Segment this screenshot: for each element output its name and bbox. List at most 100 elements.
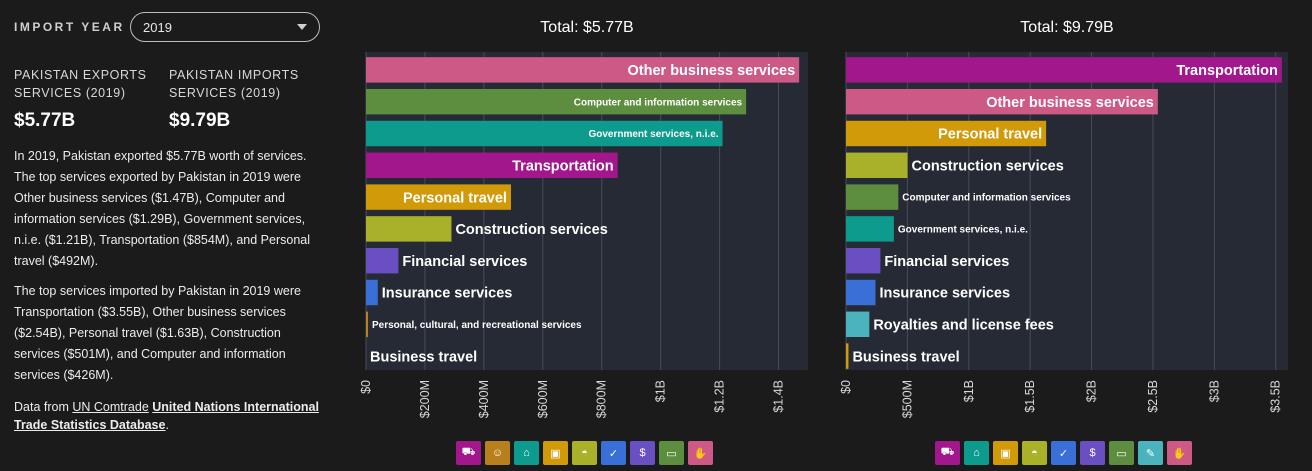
bar-computer-and-information-services[interactable] xyxy=(846,184,899,210)
bar-label: Business travel xyxy=(852,349,959,365)
bar-computer-and-information-services[interactable] xyxy=(366,88,747,115)
exports-legend: ⛟ ☺ ⌂ ▣ ◓ ✓ $ ▭ ✋ xyxy=(456,441,713,465)
government-legend[interactable]: ⌂ xyxy=(964,441,989,465)
bar-label: Financial services xyxy=(884,254,1009,270)
hand-license-icon: ✎ xyxy=(1145,447,1156,460)
hard-hat-icon: ◓ xyxy=(581,447,588,459)
travel-legend[interactable]: ▣ xyxy=(543,441,568,465)
shield-icon: ✓ xyxy=(608,447,619,460)
business-legend[interactable]: ✋ xyxy=(1167,441,1192,465)
bar-insurance-services[interactable] xyxy=(846,279,876,306)
x-tick-label: $400M xyxy=(477,380,491,418)
bar-label: Business travel xyxy=(370,349,477,365)
royalties-legend[interactable]: ✎ xyxy=(1138,441,1163,465)
bar-financial-services[interactable] xyxy=(846,247,881,274)
dollar-coin-icon: $ xyxy=(639,447,646,459)
construction-legend[interactable]: ◓ xyxy=(572,441,597,465)
x-tick-label: $500M xyxy=(900,380,914,418)
x-tick-label: $1B xyxy=(654,380,668,402)
bar-personal-travel[interactable] xyxy=(846,120,1047,147)
bar-label: Computer and information services xyxy=(574,97,743,108)
source-suffix: . xyxy=(165,418,169,432)
personal-cultural-legend[interactable]: ☺ xyxy=(485,441,510,465)
transportation-legend[interactable]: ⛟ xyxy=(935,441,960,465)
theater-masks-icon: ☺ xyxy=(491,447,504,459)
hard-hat-icon: ◓ xyxy=(1031,447,1038,459)
handshake-icon: ✋ xyxy=(1172,447,1187,460)
sidebar: IMPORT YEAR 2019 PAKISTAN EXPORTS SERVIC… xyxy=(14,12,324,434)
bar-transportation[interactable] xyxy=(846,57,1282,83)
bar-royalties-and-license-fees[interactable] xyxy=(846,311,870,338)
bar-label: Other business services xyxy=(986,95,1154,111)
construction-legend[interactable]: ◓ xyxy=(1022,441,1047,465)
imports-chart: Total: $9.79B $0 $500M $1B $1.5B $2B $2.5B $3B $… xyxy=(820,10,1310,430)
year-dropdown-value: 2019 xyxy=(143,19,172,35)
bar-label: Construction services xyxy=(912,159,1064,175)
import-year-label: IMPORT YEAR xyxy=(14,20,125,34)
bar-label: Financial services xyxy=(402,254,527,270)
bar-financial-services[interactable] xyxy=(366,247,399,274)
x-tick-label: $3.5B xyxy=(1269,380,1283,413)
truck-icon: ⛟ xyxy=(461,446,476,458)
insurance-legend[interactable]: ✓ xyxy=(601,441,626,465)
chart-title: Total: $5.77B xyxy=(540,19,633,36)
financial-legend[interactable]: $ xyxy=(630,441,655,465)
bar-label: Construction services xyxy=(455,222,607,238)
un-comtrade-link[interactable]: UN Comtrade xyxy=(72,400,149,414)
year-dropdown[interactable]: 2019 xyxy=(130,12,320,42)
bar-label: Personal, cultural, and recreational ser… xyxy=(372,320,582,331)
bar-government-services-n-i-e[interactable] xyxy=(366,120,723,147)
bar-label: Personal travel xyxy=(403,190,507,206)
business-legend[interactable]: ✋ xyxy=(688,441,713,465)
bar-personal-travel[interactable] xyxy=(366,184,511,210)
computer-legend[interactable]: ▭ xyxy=(1109,441,1134,465)
handshake-icon: ✋ xyxy=(693,447,708,460)
imports-legend: ⛟ ⌂ ▣ ◓ ✓ $ ▭ ✎ ✋ xyxy=(935,441,1192,465)
financial-legend[interactable]: $ xyxy=(1080,441,1105,465)
x-tick-label: $1.5B xyxy=(1023,380,1037,413)
truck-icon: ⛟ xyxy=(940,446,955,458)
source-prefix: Data from xyxy=(14,400,73,414)
bar-label: Transportation xyxy=(1176,63,1278,79)
bar-other-business-services[interactable] xyxy=(366,57,800,83)
bank-building-icon: ⌂ xyxy=(973,447,980,459)
x-tick-label: $1.2B xyxy=(713,380,727,413)
bar-label: Transportation xyxy=(512,159,614,175)
government-legend[interactable]: ⌂ xyxy=(514,441,539,465)
exports-value: $5.77B xyxy=(14,110,76,131)
bar-label: Personal travel xyxy=(938,127,1042,143)
bar-label: Other business services xyxy=(628,63,796,79)
exports-summary: In 2019, Pakistan exported $5.77B worth … xyxy=(14,149,310,268)
un-database-link[interactable]: United Nations International Trade Stati… xyxy=(14,400,319,432)
imports-summary: The top services imported by Pakistan in… xyxy=(14,284,301,382)
transportation-legend[interactable]: ⛟ xyxy=(456,441,481,465)
monitor-icon: ▭ xyxy=(666,447,677,460)
chart-svg: Total: $5.77B $0 $200M $400M $600M $800M $1B $1… xyxy=(359,19,808,418)
exports-stat: PAKISTAN EXPORTS SERVICES (2019) $5.77B xyxy=(14,66,169,132)
x-tick-label: $0 xyxy=(839,380,853,394)
x-tick-label: $200M xyxy=(418,380,432,418)
bar-construction-services[interactable] xyxy=(846,152,908,179)
chart-svg: Total: $9.79B $0 $500M $1B $1.5B $2B $2.5B $3B $… xyxy=(839,19,1288,418)
year-selector-row: IMPORT YEAR 2019 xyxy=(14,12,324,42)
dollar-coin-icon: $ xyxy=(1089,447,1096,459)
bar-other-business-services[interactable] xyxy=(846,88,1158,115)
x-tick-label: $1B xyxy=(962,380,976,402)
imports-stat: PAKISTAN IMPORTS SERVICES (2019) $9.79B xyxy=(169,66,324,132)
imports-value: $9.79B xyxy=(169,110,231,131)
bar-construction-services[interactable] xyxy=(366,216,452,242)
x-tick-label: $2B xyxy=(1085,380,1099,402)
insurance-legend[interactable]: ✓ xyxy=(1051,441,1076,465)
data-source: Data from UN Comtrade United Nations Int… xyxy=(14,398,324,434)
bar-government-services-n-i-e[interactable] xyxy=(846,216,894,242)
bar-business-travel[interactable] xyxy=(846,343,849,369)
bar-label: Royalties and license fees xyxy=(873,318,1054,334)
bar-transportation[interactable] xyxy=(366,152,618,179)
travel-legend[interactable]: ▣ xyxy=(993,441,1018,465)
computer-legend[interactable]: ▭ xyxy=(659,441,684,465)
monitor-icon: ▭ xyxy=(1116,447,1127,460)
bar-insurance-services[interactable] xyxy=(366,279,378,306)
bar-personal-cultural-and-recreational-services[interactable] xyxy=(366,311,368,338)
stats-row: PAKISTAN EXPORTS SERVICES (2019) $5.77B … xyxy=(14,66,324,132)
exports-chart: Total: $5.77B $0 $200M $400M $600M $800M $1B $1… xyxy=(340,10,830,430)
